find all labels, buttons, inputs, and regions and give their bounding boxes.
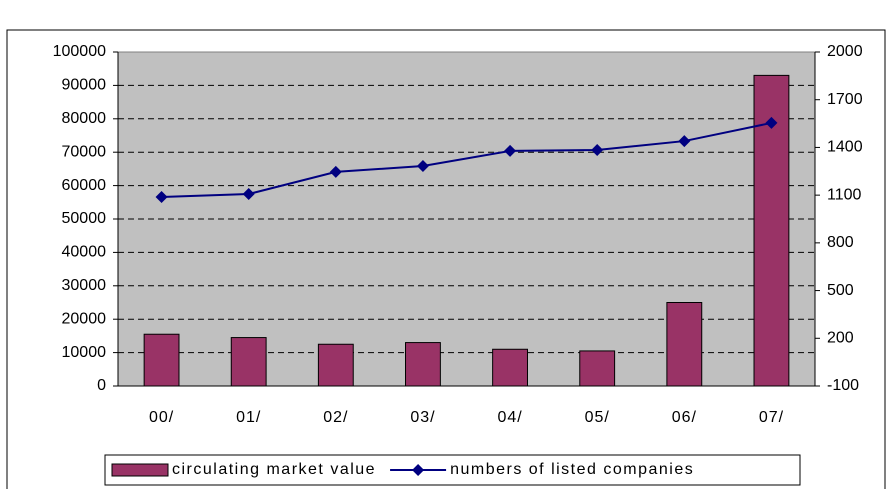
bar [492,348,528,387]
bar [579,350,616,387]
y2-tick-label: 500 [827,282,854,299]
y-tick-label: 80000 [62,110,107,127]
x-tick-label: 06/ [672,409,697,426]
marker [155,191,168,204]
y-tick-label: 90000 [62,77,107,94]
x-tick-label: 07/ [759,409,784,426]
marker [765,116,778,129]
y2-tick-label: 800 [827,234,854,251]
marker [416,160,429,173]
y-tick-label: 50000 [62,210,107,227]
y-tick-label: 0 [97,377,106,394]
y-tick-label: 30000 [62,277,107,294]
y2-tick-label: -100 [827,377,859,394]
marker [504,144,517,157]
y2-tick-label: 200 [827,330,854,347]
legend-box [104,454,801,486]
y-tick-label: 100000 [53,43,106,60]
x-tick-label: 02/ [323,409,348,426]
line [161,121,772,199]
legend-label: numbers of listed companies [450,461,694,478]
bar [405,342,441,387]
x-tick-label: 00/ [149,409,174,426]
marker [591,143,604,156]
y-tick-label: 60000 [62,177,107,194]
y-tick-label: 40000 [62,244,107,261]
bar [143,333,180,387]
bar [230,337,267,387]
legend-label: circulating market value [172,461,376,478]
x-tick-label: 05/ [585,409,610,426]
x-tick-label: 04/ [497,409,522,426]
y2-tick-label: 1700 [827,91,863,108]
x-tick-label: 03/ [410,409,435,426]
x-tick-label: 01/ [236,409,261,426]
marker [329,165,342,178]
legend-swatch [412,464,425,476]
marker [242,188,255,201]
y2-tick-label: 2000 [827,43,863,60]
y-tick-label: 20000 [62,310,107,327]
bar [317,343,354,387]
y-tick-label: 70000 [62,143,107,160]
bar [666,302,703,387]
marker [678,135,691,148]
legend-swatch [111,463,169,477]
y2-tick-label: 1100 [827,186,862,203]
y-tick-label: 10000 [62,344,107,361]
y2-tick-label: 1400 [827,139,863,156]
